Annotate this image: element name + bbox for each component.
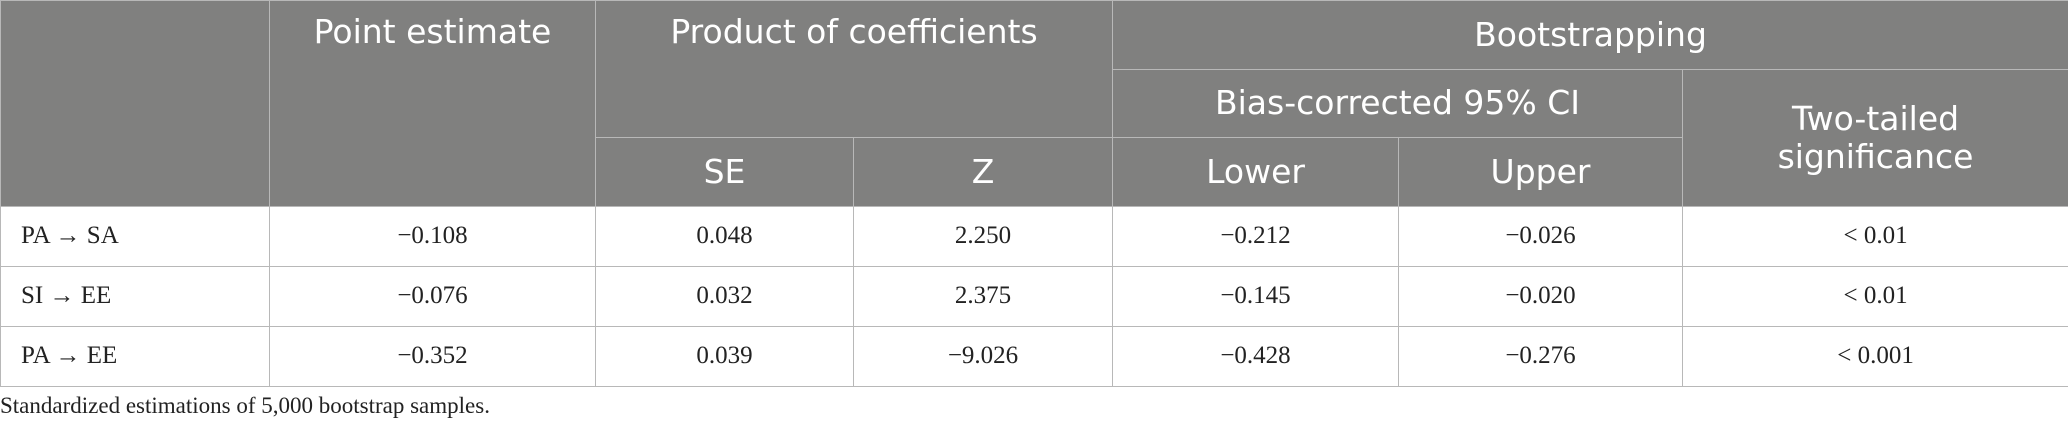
row-label: SI → EE [0,265,270,327]
cell: −0.108 [269,205,596,267]
header-cell: Point estimate [269,0,596,207]
header-cell: Two-tailed significance [1682,68,2068,207]
header-cell: Upper [1398,137,1684,207]
cell: 2.250 [852,205,1114,267]
table-row: PA → EE −0.352 0.039 −9.026 −0.428 −0.276 < 0.… [0,325,2068,387]
cell: −0.212 [1112,205,1400,267]
table-row: SI → EE −0.076 0.032 2.375 −0.145 −0.020 < 0.0… [0,265,2068,327]
header-cell: Product of coefficients [594,0,1114,138]
header-cell: Z [852,137,1114,207]
cell: < 0.001 [1682,325,2068,387]
cell: 2.375 [852,265,1114,327]
cell: < 0.01 [1682,265,2068,327]
cell: 0.039 [595,325,854,387]
cell: −0.020 [1398,265,1684,327]
header-cell: Lower [1112,137,1400,207]
cell: −0.026 [1398,205,1684,267]
cell: −0.352 [269,325,596,387]
cell: −9.026 [852,325,1114,387]
table-row: PA → SA −0.108 0.048 2.250 −0.212 −0.026 < 0.0… [0,205,2068,267]
row-label: PA → SA [0,205,270,267]
cell: 0.048 [595,205,854,267]
cell: −0.076 [269,265,596,327]
header-cell [0,0,270,207]
cell: 0.032 [595,265,854,327]
table-header: Point estimate Product of coefficients B… [0,0,2068,207]
header-cell: SE [595,137,854,207]
row-label: PA → EE [0,325,270,387]
footnote: Standardized estimations of 5,000 bootst… [0,392,490,418]
table-body: PA → SA −0.108 0.048 2.250 −0.212 −0.026 < 0.0… [0,205,2068,387]
cell: −0.428 [1112,325,1400,387]
results-table: Point estimate Product of coefficients B… [0,0,2068,387]
cell: < 0.01 [1682,205,2068,267]
cell: −0.276 [1398,325,1684,387]
header-cell: Bias-corrected 95% CI [1112,68,1684,138]
header-cell: Bootstrapping [1112,0,2068,70]
cell: −0.145 [1112,265,1400,327]
